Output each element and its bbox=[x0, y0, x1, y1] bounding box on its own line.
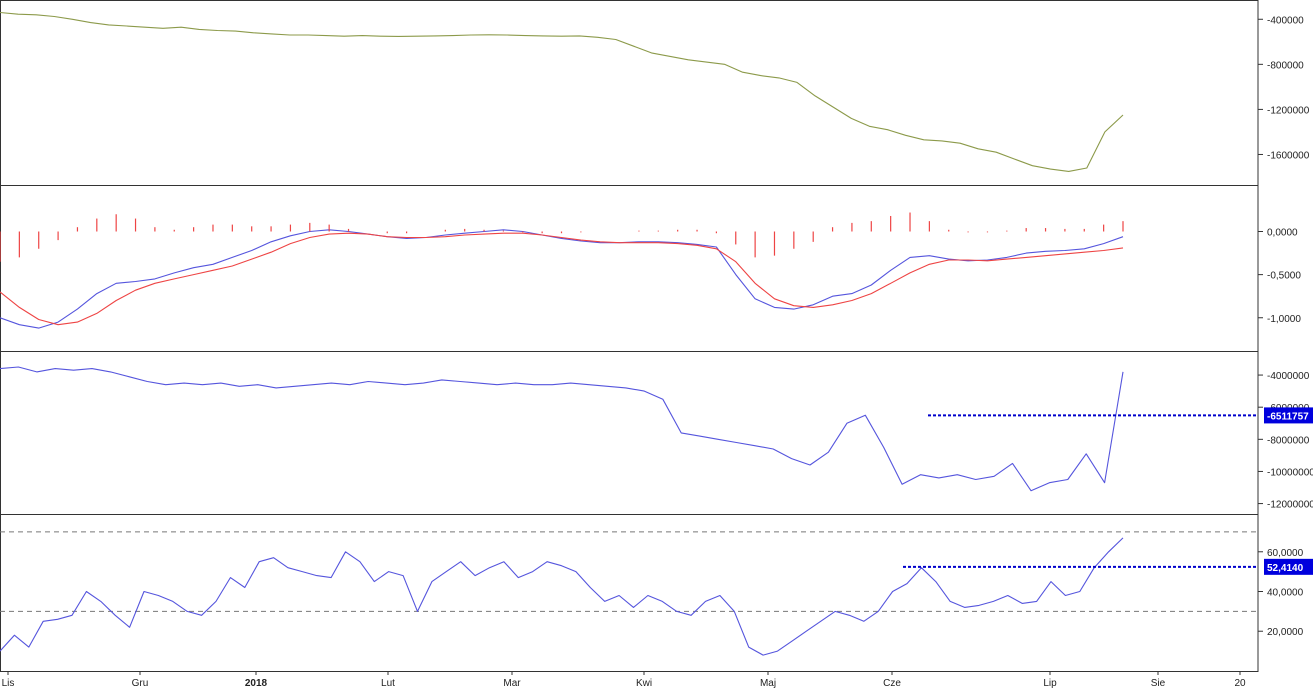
panel-3-series-line-1 bbox=[0, 366, 1124, 492]
panel-4-tick-label: 20,0000 bbox=[1267, 627, 1304, 638]
time-axis-label: Maj bbox=[760, 678, 776, 689]
panel-2-tick-label: -1,0000 bbox=[1267, 314, 1301, 325]
panel-4: 60,0000 40,0000 20,0000 52,4140 bbox=[0, 514, 1313, 672]
panel-1-tick-label: -400000 bbox=[1267, 15, 1304, 26]
panel-2-tick-label: -0,5000 bbox=[1267, 271, 1301, 282]
panel-3: -4000000-6000000-8000000-10000000-120000… bbox=[0, 351, 1313, 515]
panel-3-tick-label: -8000000 bbox=[1267, 435, 1310, 446]
panel-1-tick-label: -800000 bbox=[1267, 60, 1304, 71]
panel-1-series-line-1 bbox=[0, 11, 1124, 172]
panel-3-frame bbox=[0, 351, 1259, 515]
time-axis-label: Mar bbox=[503, 678, 521, 689]
time-axis-label: Lip bbox=[1043, 678, 1057, 689]
time-axis-label: Kwi bbox=[636, 678, 652, 689]
panel-4-tick-label: 60,0000 bbox=[1267, 548, 1304, 559]
panel-4-frame bbox=[0, 514, 1259, 672]
panel-1: -400000 -800000 -1200000 -1600000 bbox=[0, 0, 1310, 186]
panel-3-level-value: -6511757 bbox=[1267, 411, 1309, 422]
panel-4-level-badge bbox=[1264, 558, 1313, 575]
panel-4-level-value: 52,4140 bbox=[1267, 563, 1304, 574]
panel-1-tick-label: -1600000 bbox=[1267, 150, 1310, 161]
time-axis-label: 2018 bbox=[245, 678, 268, 689]
time-axis-label: Lut bbox=[381, 678, 395, 689]
panel-2-series-line-2 bbox=[0, 232, 1124, 326]
time-axis: Lis Gru 2018 Lut Mar Kwi Maj Cze Lip Sie 20 bbox=[0, 671, 1258, 689]
panel-3-tick-label: -10000000 bbox=[1267, 467, 1313, 478]
panel-3-tick-label: -4000000 bbox=[1267, 371, 1310, 382]
panel-3-level-badge bbox=[1264, 407, 1313, 424]
panel-2: 0,0000 -0,5000 -1,0000 bbox=[0, 185, 1301, 352]
panel-4-tick-label: 40,0000 bbox=[1267, 588, 1304, 599]
time-axis-label: Sie bbox=[1151, 678, 1166, 689]
panel-3-tick-label: -12000000 bbox=[1267, 500, 1313, 511]
panel-1-tick-label: -1200000 bbox=[1267, 105, 1310, 116]
time-axis-label: Cze bbox=[883, 678, 901, 689]
time-axis-label: Gru bbox=[132, 678, 149, 689]
panel-4-series-line-1 bbox=[0, 537, 1124, 656]
panel-2-series-line-1 bbox=[0, 229, 1124, 329]
time-axis-label: Lis bbox=[2, 678, 15, 689]
time-axis-label: 20 bbox=[1234, 678, 1246, 689]
panel-2-tick-label: 0,0000 bbox=[1267, 228, 1298, 239]
